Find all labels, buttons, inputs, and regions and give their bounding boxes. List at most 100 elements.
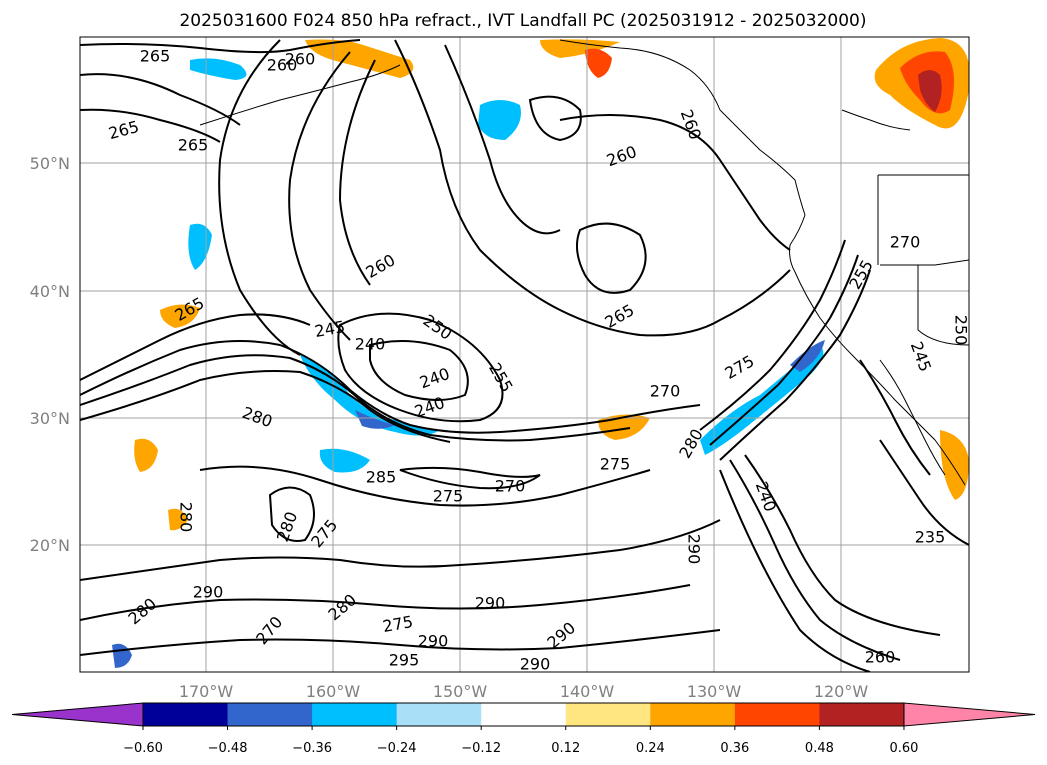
contour-cutoff-inner xyxy=(369,340,469,401)
colorbar-ticks: −0.60 −0.48 −0.36 −0.24 −0.12 0.12 0.24 0.36 0.4… xyxy=(123,726,918,756)
warm-blob-s xyxy=(168,508,188,531)
map-panel: 265 2602652652602602602702602652652502452… xyxy=(79,36,971,674)
contour-mid-2 xyxy=(399,466,541,490)
bc-coast xyxy=(789,214,806,273)
contour-label: 275 xyxy=(433,487,464,506)
warm-blob-ak xyxy=(585,48,612,78)
contour-south-3 xyxy=(80,629,721,656)
us-west-coast xyxy=(794,271,966,486)
contour-jet-4 xyxy=(80,313,311,381)
map-background xyxy=(80,37,969,672)
colorbar-segment xyxy=(819,703,905,726)
colorbar-tick-label: 0.24 xyxy=(636,741,665,756)
colorbar-segments xyxy=(11,702,1036,727)
warm-blob-c xyxy=(598,414,650,440)
contour-mid-1 xyxy=(199,465,651,507)
contour-label: 235 xyxy=(915,528,946,547)
colorbar-segment xyxy=(227,703,313,726)
colorbar-tick-label: 0.60 xyxy=(889,741,918,756)
cool-blob-nw xyxy=(190,58,247,80)
contour-south-2 xyxy=(80,584,691,621)
contour-coast-s1 xyxy=(719,469,871,672)
colorbar-tick-label: −0.12 xyxy=(461,741,501,756)
contour-label: 260 xyxy=(267,56,298,75)
baja-coast xyxy=(879,359,946,476)
lon-label: 120°W xyxy=(814,682,869,701)
colorbar-tick-label: 0.36 xyxy=(720,741,749,756)
contour-label: 265 xyxy=(140,47,171,66)
contour-label: 290 xyxy=(520,655,551,674)
lon-label: 170°W xyxy=(179,682,234,701)
contour-label: 250 xyxy=(952,315,971,346)
coastlines xyxy=(199,39,969,486)
us-mexico-border xyxy=(880,259,969,266)
contour-cutoff xyxy=(337,312,504,423)
lon-label: 130°W xyxy=(687,682,742,701)
contour-label: 265 xyxy=(178,136,209,155)
contour-loop-nc xyxy=(528,95,582,142)
colorbar-tick-label: 0.48 xyxy=(805,741,834,756)
colorbar-tick-label: −0.36 xyxy=(292,741,332,756)
contour-label: 240 xyxy=(355,335,386,354)
contour-coast-s3 xyxy=(744,454,941,636)
contour-gulf-2 xyxy=(444,44,561,235)
contour-label: 285 xyxy=(366,468,397,487)
colorbar-segment xyxy=(143,703,229,726)
contour-west-arc xyxy=(218,39,301,356)
warm-blob-ne-peak xyxy=(918,70,942,112)
contour-gulf-1 xyxy=(394,39,791,337)
contour-east-2 xyxy=(859,359,931,476)
lat-label: 30°N xyxy=(30,409,70,428)
colorbar-extend-low xyxy=(11,702,144,727)
colorbar-segment xyxy=(650,703,736,726)
contour-label: 290 xyxy=(475,594,506,613)
contour-coast-s2 xyxy=(729,459,901,661)
contour-label: 280 xyxy=(177,502,196,533)
contour-north-top xyxy=(80,39,361,54)
contour-label: 270 xyxy=(650,382,681,401)
warm-blob-n xyxy=(305,39,414,78)
contour-jet-1 xyxy=(80,340,701,434)
colorbar-segment xyxy=(396,703,482,726)
contour-west-arc-2 xyxy=(288,51,351,341)
longitude-labels: 170°W 160°W 150°W 140°W 130°W 120°W xyxy=(179,682,869,701)
colorbar-segment xyxy=(734,703,820,726)
alaska-canada-border xyxy=(841,109,911,131)
colorbar: −0.60 −0.48 −0.36 −0.24 −0.12 0.12 0.24 0.36 0.4… xyxy=(11,702,1036,756)
warm-blob-se xyxy=(940,430,969,500)
colorbar-segment xyxy=(312,703,398,726)
colorbar-frame xyxy=(142,702,905,727)
lon-label: 140°W xyxy=(560,682,615,701)
lat-label: 50°N xyxy=(30,154,70,173)
warm-blob-w2 xyxy=(134,438,158,472)
contour-label: 295 xyxy=(389,651,420,670)
contour-sub-1 xyxy=(268,486,315,542)
map-frame xyxy=(79,36,970,673)
shaded-anomalies xyxy=(112,38,969,668)
alaska-coast xyxy=(559,39,806,216)
contour-west-arc-3 xyxy=(338,59,376,286)
warm-blob-n2 xyxy=(540,39,620,58)
cool-blob-coast-core xyxy=(790,340,825,372)
colorbar-tick-label: −0.24 xyxy=(377,741,417,756)
colorbar-tick-label: 0.12 xyxy=(551,741,580,756)
contour-coast-1 xyxy=(699,239,846,431)
aleutian-chain xyxy=(199,64,401,126)
contours xyxy=(80,39,969,672)
cool-blob-front-core xyxy=(355,410,395,429)
contour-label: 290 xyxy=(685,534,704,565)
latitude-labels: 50°N 40°N 30°N 20°N xyxy=(30,154,70,555)
state-border-2 xyxy=(917,265,969,346)
colorbar-tick-label: −0.60 xyxy=(123,741,163,756)
colorbar-extend-high xyxy=(903,702,1036,727)
contour-jet-2 xyxy=(80,354,631,442)
map-title: 2025031600 F024 850 hPa refract., IVT La… xyxy=(179,11,866,31)
cool-blob-s xyxy=(319,448,370,473)
lon-label: 150°W xyxy=(433,682,488,701)
contour-loop-c xyxy=(575,222,647,294)
contour-east-se xyxy=(879,439,969,546)
contour-coast-3 xyxy=(719,269,871,461)
contour-label: 270 xyxy=(890,233,921,252)
contour-coast-2 xyxy=(709,254,859,446)
